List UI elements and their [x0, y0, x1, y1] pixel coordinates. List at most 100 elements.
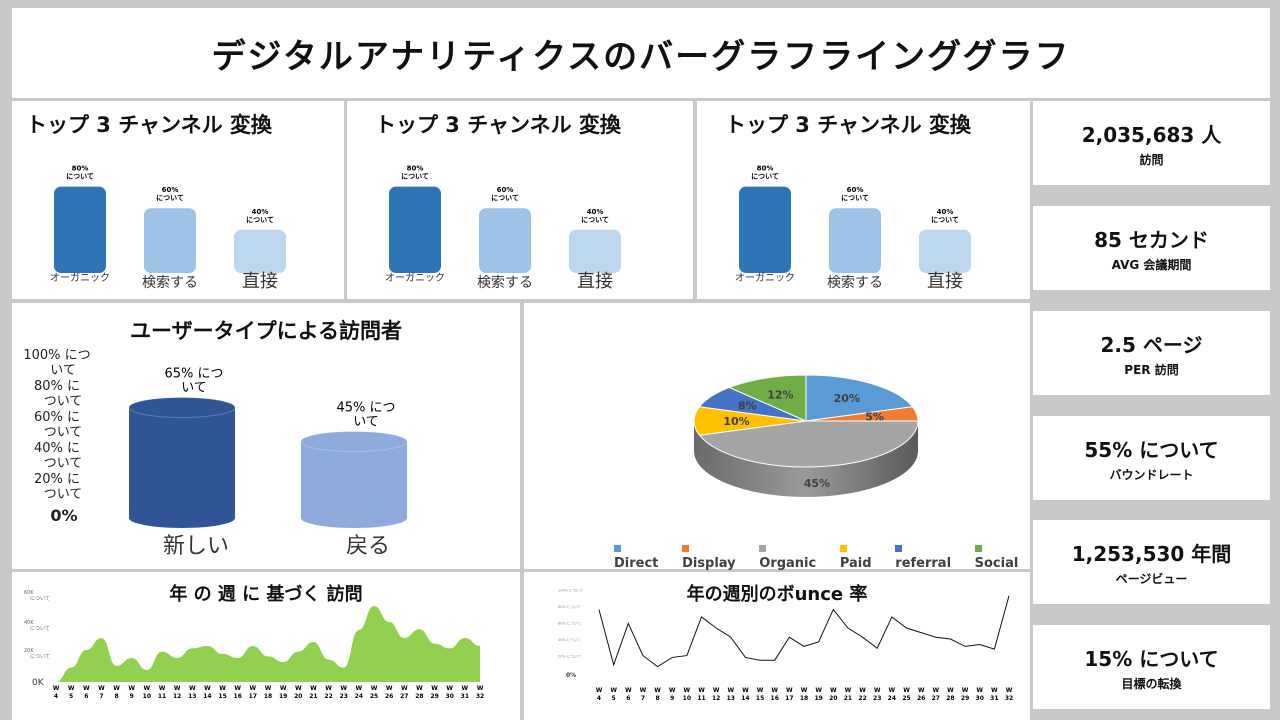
x-tick-label: W [889, 687, 896, 694]
legend-label: Display [682, 556, 736, 571]
x-tick-label: 13 [727, 695, 735, 702]
kpi-label: PER 訪問 [1124, 362, 1179, 377]
category-label: 検索する [827, 274, 883, 291]
pie-data-label: 10% [723, 415, 749, 428]
legend-label: referral [895, 556, 952, 571]
y-tick-label: について [30, 654, 50, 660]
data-label: について [156, 194, 184, 202]
x-tick-label: W [1006, 687, 1013, 694]
x-tick-label: 4 [597, 695, 601, 702]
x-tick-label: 7 [641, 695, 645, 702]
x-tick-label: W [845, 687, 852, 694]
bar [739, 186, 791, 273]
y-tick-label: いて [50, 363, 76, 378]
x-tick-label: W [859, 687, 866, 694]
x-tick-label: W [68, 685, 75, 692]
kpi-pageviews: 1,253,530 年間 ページビュー [1033, 520, 1270, 604]
category-label: 検索する [477, 274, 533, 291]
pie-legend: Direct Display Organic Paid referral Social [614, 541, 1030, 571]
x-tick-label: W [204, 685, 211, 692]
kpi-label: 目標の転換 [1121, 676, 1182, 691]
category-label: オーガニック [735, 272, 795, 284]
data-label: について [66, 173, 94, 181]
y-tick-label: 0% [50, 506, 77, 525]
kpi-value: 2.5 ページ [1100, 332, 1203, 357]
legend-label: Social [974, 556, 1019, 571]
x-tick-label: 17 [785, 695, 793, 702]
pie-data-label: 8% [738, 400, 757, 413]
x-tick-label: W [918, 687, 925, 694]
bar [54, 186, 106, 273]
data-label: 40% [937, 208, 954, 216]
x-tick-label: W [771, 687, 778, 694]
bar [829, 208, 881, 273]
pie-data-label: 45% [804, 477, 830, 490]
x-tick-label: W [713, 687, 720, 694]
bar [479, 208, 531, 273]
cylinder-top [128, 397, 236, 418]
pie-slice [698, 420, 919, 468]
x-tick-label: W [947, 687, 954, 694]
x-tick-label: W [654, 687, 661, 694]
kpi-pages-per-visit: 2.5 ページ PER 訪問 [1033, 311, 1270, 395]
x-tick-label: 14 [203, 693, 211, 700]
legend-item: Display [682, 541, 747, 571]
x-tick-label: W [98, 685, 105, 692]
area-series [56, 606, 480, 682]
x-tick-label: W [128, 685, 135, 692]
x-tick-label: 13 [188, 693, 196, 700]
x-tick-label: 28 [946, 695, 954, 702]
y-tick-label: 60K [24, 590, 34, 596]
x-tick-label: 10 [143, 693, 151, 700]
bar [569, 229, 621, 273]
x-tick-label: 7 [99, 693, 103, 700]
legend-item: referral [895, 541, 962, 571]
data-label: について [931, 216, 959, 224]
weekly-visits-chart: 0K20Kについて40Kについて60KについてW4W5W6W7W8W9W10W1… [24, 590, 484, 700]
x-tick-label: 5 [69, 693, 73, 700]
x-tick-label: W [698, 687, 705, 694]
x-tick-label: 16 [771, 695, 779, 702]
x-tick-label: W [874, 687, 881, 694]
x-tick-label: 32 [476, 693, 484, 700]
pie-side [694, 421, 918, 497]
channel-panel-2: トップ 3 チャンネル 変換 80% について オーガニック 60% について 検索する 4… [347, 101, 693, 299]
x-tick-label: W [280, 685, 287, 692]
y-tick-label: 20% について [558, 655, 581, 659]
title-bar: デジタルアナリティクスのバーグラフラインググラフ [12, 8, 1270, 98]
y-tick-label: 100% につ [23, 348, 90, 363]
legend-label: Organic [759, 556, 817, 571]
x-tick-label: 25 [370, 693, 378, 700]
kpi-session-duration: 85 セカンド AVG 会議期間 [1033, 206, 1270, 290]
y-tick-label: 80% について [558, 605, 581, 609]
y-tick-label: 20% に [34, 472, 80, 487]
legend-swatch [974, 545, 982, 552]
x-tick-label: 9 [670, 695, 674, 702]
x-tick-label: W [371, 685, 378, 692]
x-tick-label: 24 [355, 693, 363, 700]
traffic-pie-panel: 20% 5% 45% 10% 8% 12% Direct Display Organic Pai… [524, 303, 1030, 571]
x-tick-label: 28 [415, 693, 423, 700]
kpi-label: ページビュー [1115, 571, 1188, 586]
x-tick-label: W [477, 685, 484, 692]
y-tick-label: について [30, 596, 50, 602]
cylinder-body [301, 441, 407, 518]
kpi-goal-conversion: 15% について 目標の転換 [1033, 625, 1270, 709]
x-tick-label: 5 [612, 695, 616, 702]
category-label: 検索する [142, 274, 198, 291]
x-tick-label: W [386, 685, 393, 692]
x-tick-label: 22 [858, 695, 866, 702]
data-label: いて [181, 381, 207, 396]
data-label: 60% [162, 186, 179, 194]
kpi-label: 訪問 [1139, 152, 1164, 167]
legend-swatch [614, 545, 621, 552]
pie-data-label: 5% [865, 411, 884, 424]
line-series [598, 595, 1010, 668]
user-type-panel: ユーザータイプによる訪問者 100% につ いて 80% について 60% について 4… [12, 303, 520, 569]
data-label: について [841, 194, 869, 202]
x-tick-label: 22 [324, 693, 332, 700]
legend-swatch [839, 545, 847, 552]
